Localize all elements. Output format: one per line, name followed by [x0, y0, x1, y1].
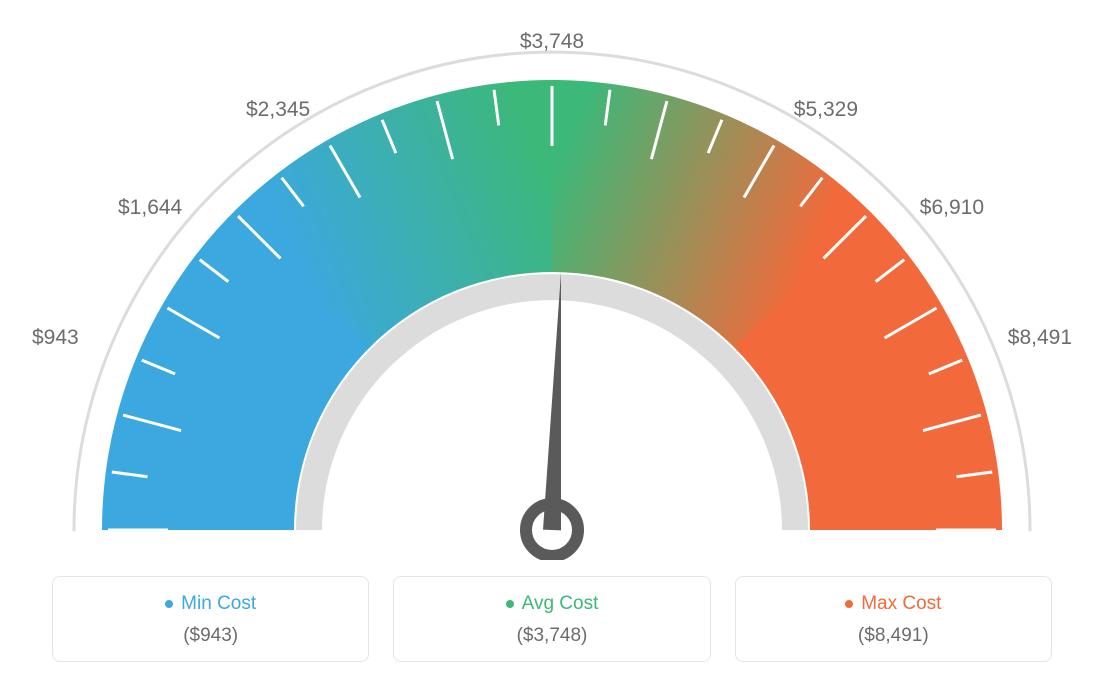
legend-row: Min Cost ($943) Avg Cost ($3,748) Max Co…: [52, 576, 1052, 662]
legend-value-avg: ($3,748): [394, 625, 709, 647]
legend-card-max: Max Cost ($8,491): [735, 576, 1052, 662]
gauge-scale-label: $1,644: [118, 196, 182, 220]
gauge-svg: [0, 0, 1104, 560]
legend-card-avg: Avg Cost ($3,748): [393, 576, 710, 662]
legend-title-text: Max Cost: [861, 593, 941, 615]
legend-title-max: Max Cost: [845, 593, 941, 615]
gauge-scale-label: $2,345: [246, 98, 310, 122]
legend-title-avg: Avg Cost: [506, 593, 599, 615]
legend-value-max: ($8,491): [736, 625, 1051, 647]
legend-title-text: Avg Cost: [522, 593, 599, 615]
dot-icon: [165, 600, 173, 608]
legend-title-min: Min Cost: [165, 593, 256, 615]
gauge-scale-label: $8,491: [1008, 326, 1072, 350]
gauge-scale-label: $3,748: [520, 30, 584, 54]
dot-icon: [845, 600, 853, 608]
gauge: [0, 0, 1104, 560]
legend-card-min: Min Cost ($943): [52, 576, 369, 662]
gauge-scale-label: $6,910: [920, 196, 984, 220]
gauge-scale-label: $5,329: [794, 98, 858, 122]
dot-icon: [506, 600, 514, 608]
legend-title-text: Min Cost: [181, 593, 256, 615]
legend-value-min: ($943): [53, 625, 368, 647]
gauge-scale-label: $943: [32, 326, 79, 350]
